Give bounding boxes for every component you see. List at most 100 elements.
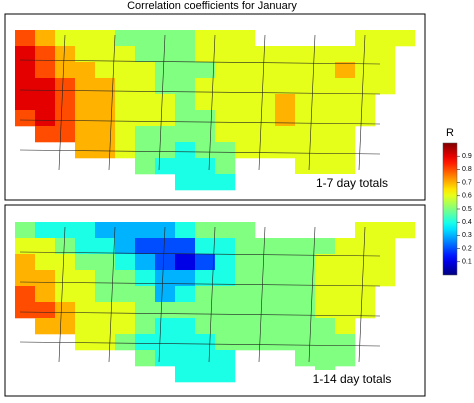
grid-cell xyxy=(95,78,116,95)
grid-cell xyxy=(255,334,276,351)
state-line xyxy=(19,311,381,317)
grid-cell xyxy=(15,222,36,239)
grid-cell xyxy=(255,318,276,335)
grid-cell xyxy=(15,62,36,79)
grid-cell xyxy=(215,126,236,143)
state-line xyxy=(108,34,116,171)
grid-cell xyxy=(155,158,176,175)
grid-cell xyxy=(295,94,316,111)
grid-cell xyxy=(15,302,36,319)
grid-cell xyxy=(195,94,216,111)
grid-cell xyxy=(195,302,216,319)
grid-cell xyxy=(135,142,156,159)
grid-cell xyxy=(175,174,196,191)
grid-cell xyxy=(155,126,176,143)
grid-cell xyxy=(355,286,376,303)
grid-cell xyxy=(375,270,396,287)
grid-cell xyxy=(335,46,356,63)
grid-cell xyxy=(315,62,336,79)
grid-cell xyxy=(135,110,156,127)
grid-cell xyxy=(175,94,196,111)
grid-cell xyxy=(95,222,116,239)
grid-cell xyxy=(195,350,216,367)
grid-cell xyxy=(195,286,216,303)
grid-cell xyxy=(115,302,136,319)
grid-cell xyxy=(15,270,36,287)
grid-cell xyxy=(275,286,296,303)
grid-cell xyxy=(215,222,236,239)
grid-cell xyxy=(35,238,56,255)
grid-cell xyxy=(235,110,256,127)
grid-cell xyxy=(195,238,216,255)
grid-cell xyxy=(55,270,76,287)
grid-cell xyxy=(275,238,296,255)
grid-cell xyxy=(115,78,136,95)
grid-cell xyxy=(175,142,196,159)
grid-cell xyxy=(175,366,196,383)
grid-cell xyxy=(195,222,216,239)
grid-cell xyxy=(295,46,316,63)
grid-cell xyxy=(135,302,156,319)
label-box xyxy=(290,174,415,194)
grid-cell xyxy=(175,222,196,239)
grid-cell xyxy=(175,334,196,351)
grid-cell xyxy=(135,222,156,239)
grid-cell xyxy=(55,62,76,79)
grid-cell xyxy=(15,30,36,47)
grid-cell xyxy=(35,78,56,95)
state-line xyxy=(158,226,166,363)
grid-cell xyxy=(75,94,96,111)
grid-cell xyxy=(355,62,376,79)
grid-cell xyxy=(95,254,116,271)
grid-cell xyxy=(55,78,76,95)
grid-cell xyxy=(175,350,196,367)
grid-cell xyxy=(375,254,396,271)
grid-cell xyxy=(195,366,216,383)
grid-cell xyxy=(155,286,176,303)
grid-cell xyxy=(295,318,316,335)
state-line xyxy=(58,226,66,363)
grid-cell xyxy=(315,142,336,159)
grid-cell xyxy=(235,78,256,95)
grid-cell xyxy=(315,110,336,127)
grid-cell xyxy=(35,270,56,287)
colorbar-tick-label: 0.1 xyxy=(462,259,472,266)
grid-cell xyxy=(195,334,216,351)
grid-cell xyxy=(55,110,76,127)
grid-cell xyxy=(375,46,396,63)
grid-cell xyxy=(15,238,36,255)
grid-cell xyxy=(75,286,96,303)
grid-cell xyxy=(275,302,296,319)
grid-cell xyxy=(235,222,256,239)
state-line xyxy=(358,226,366,363)
grid-cell xyxy=(155,270,176,287)
grid-cell xyxy=(55,302,76,319)
grid-cell xyxy=(335,350,356,367)
grid-cell xyxy=(155,350,176,367)
grid-cell xyxy=(35,62,56,79)
grid-cell xyxy=(215,238,236,255)
grid-cell xyxy=(315,350,336,367)
grid-cell xyxy=(135,334,156,351)
grid-cell xyxy=(175,126,196,143)
grid-cell xyxy=(275,62,296,79)
colorbar-tick-label: 0.4 xyxy=(462,219,472,226)
grid-cell xyxy=(335,318,356,335)
grid-cell xyxy=(395,30,416,47)
grid-cell xyxy=(335,142,356,159)
grid-cell xyxy=(295,238,316,255)
grid-cell xyxy=(35,110,56,127)
grid-cell xyxy=(95,334,116,351)
grid-cell xyxy=(155,142,176,159)
grid-cell xyxy=(235,318,256,335)
grid-cell xyxy=(275,94,296,111)
grid-cell xyxy=(175,238,196,255)
grid-cell xyxy=(215,270,236,287)
grid-cell xyxy=(215,286,236,303)
grid-cell xyxy=(115,286,136,303)
state-line xyxy=(58,34,66,171)
grid-cell xyxy=(375,30,396,47)
grid-cell xyxy=(75,30,96,47)
grid-cell xyxy=(275,126,296,143)
